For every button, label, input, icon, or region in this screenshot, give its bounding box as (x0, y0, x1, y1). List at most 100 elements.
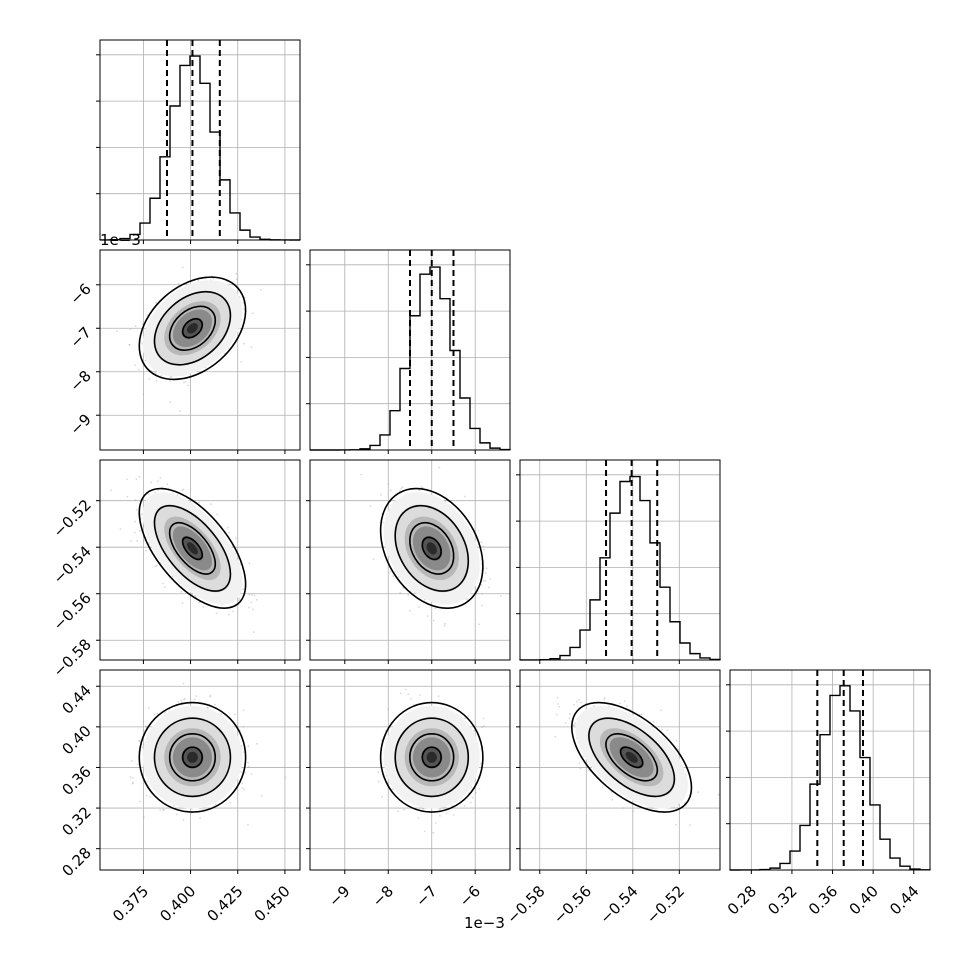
sample-point (126, 478, 129, 481)
sample-point (227, 531, 230, 534)
sample-point (419, 694, 421, 696)
x-tick-label: 0.375 (109, 882, 152, 925)
y-tick-label: 0.28 (58, 844, 94, 880)
sample-point (154, 491, 157, 494)
y-tick-label: −0.52 (50, 496, 95, 541)
sample-point (142, 720, 145, 723)
sample-point (248, 594, 251, 596)
sample-point (169, 401, 172, 403)
panel-2-0: −0.58−0.56−0.54−0.52 (50, 459, 301, 681)
sample-point (137, 368, 140, 371)
sample-point (484, 572, 487, 575)
contour-2 (168, 521, 217, 575)
sample-point (187, 384, 190, 387)
sample-point (156, 564, 158, 567)
sample-point (116, 330, 118, 332)
sample-point (197, 279, 200, 282)
sample-point (387, 483, 390, 485)
sample-point (136, 540, 139, 542)
sample-point (172, 804, 175, 807)
density-level-5 (187, 323, 198, 334)
sample-point (141, 323, 144, 325)
sample-point (480, 541, 483, 544)
sample-point (159, 477, 162, 479)
sample-point (229, 801, 232, 804)
sample-point (485, 567, 488, 570)
sample-point (155, 380, 158, 382)
sample-point (128, 344, 131, 346)
sample-point (144, 359, 147, 362)
sample-point (131, 782, 134, 785)
sample-point (381, 795, 383, 798)
sample-point (481, 593, 484, 595)
sample-point (143, 539, 145, 542)
sample-point (399, 592, 402, 594)
sample-point (202, 606, 205, 608)
sample-point (465, 598, 468, 600)
sample-point (243, 342, 246, 345)
sample-point (146, 794, 148, 797)
sample-point (128, 343, 131, 346)
axes-frame (99, 39, 301, 241)
sample-point (134, 498, 137, 501)
sample-point (557, 703, 559, 705)
panel-1-0: −9−8−7−6 (66, 249, 301, 454)
panel-3-0: 0.280.320.360.400.440.375 0.400 0.425 0.450 (58, 669, 301, 925)
sample-point (131, 777, 134, 779)
sample-point (147, 493, 150, 496)
sample-point (401, 486, 404, 489)
sample-point (180, 590, 183, 593)
sample-point (580, 701, 582, 704)
sample-point (182, 682, 185, 685)
sample-point (214, 803, 217, 806)
y-tick-label: 0.44 (58, 681, 94, 717)
sample-point (140, 513, 143, 516)
sample-point (145, 549, 147, 552)
sample-point (133, 531, 136, 534)
sample-point (199, 817, 202, 819)
contour-0 (138, 276, 247, 381)
sample-point (119, 528, 122, 530)
sample-point (149, 795, 152, 798)
x-tick-label: 0.450 (251, 882, 294, 925)
sample-point (360, 473, 363, 476)
sample-point (241, 787, 244, 790)
sample-point (238, 599, 240, 602)
panel-3-2: −0.58 −0.56 −0.54 −0.52 (503, 669, 721, 927)
sample-point (243, 788, 246, 791)
sample-point (129, 776, 132, 778)
sample-point (212, 277, 214, 280)
axes-frame (99, 249, 301, 451)
y-tick-label: −0.54 (50, 542, 95, 587)
contour-3 (181, 536, 204, 561)
x-tick-label: −7 (412, 882, 440, 910)
sample-point (159, 809, 162, 811)
sample-point (426, 615, 429, 617)
sample-point (241, 782, 244, 785)
sample-point (482, 579, 485, 582)
sample-point (452, 814, 455, 816)
x-tick-label: 0.400 (156, 882, 199, 925)
sample-point (418, 606, 420, 608)
sample-point (233, 713, 236, 716)
sample-point (482, 545, 484, 548)
sample-point (235, 537, 237, 540)
sample-point (150, 481, 153, 484)
sample-point (464, 495, 466, 498)
sample-point (438, 466, 441, 469)
sample-point (247, 765, 250, 768)
contour-1 (153, 290, 232, 366)
sample-point (247, 761, 249, 764)
sample-point (134, 325, 137, 328)
sample-point (251, 312, 254, 315)
panel-3-1: −9 −8 −7 −6 (306, 669, 511, 910)
sample-point (611, 798, 614, 801)
sample-point (240, 771, 243, 773)
sample-point (238, 597, 241, 600)
density-level-5 (187, 751, 198, 763)
sample-point (407, 693, 410, 695)
sample-point (484, 580, 487, 582)
sample-point (154, 565, 157, 567)
y-tick-label: 0.32 (58, 803, 94, 839)
sample-point (176, 813, 178, 816)
